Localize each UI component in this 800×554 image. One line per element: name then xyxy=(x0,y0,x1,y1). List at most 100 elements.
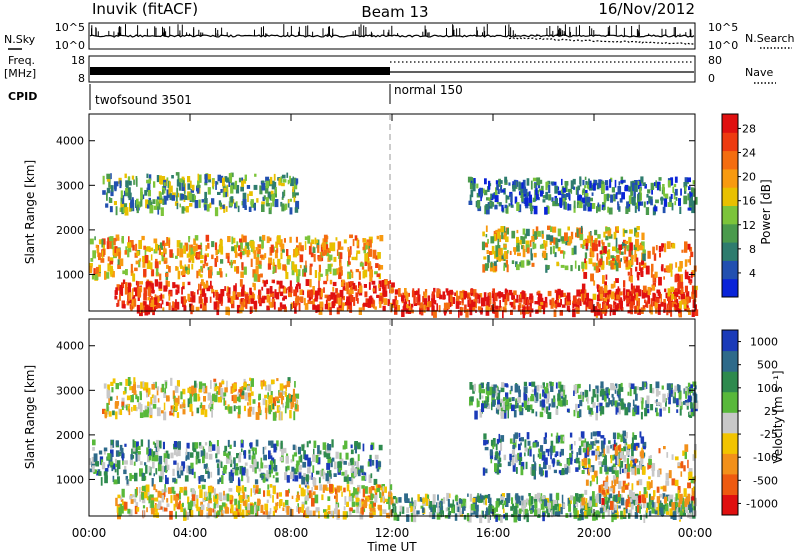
echo-cell xyxy=(328,510,331,515)
echo-cell xyxy=(323,280,328,285)
echo-cell xyxy=(264,381,267,387)
echo-cell xyxy=(529,448,532,457)
echo-cell xyxy=(215,453,218,459)
echo-cell xyxy=(483,439,487,446)
echo-cell xyxy=(690,196,693,203)
echo-cell xyxy=(640,397,644,404)
echo-cell xyxy=(369,454,372,462)
echo-cell xyxy=(687,177,691,183)
echo-cell xyxy=(267,191,271,199)
echo-cell xyxy=(145,382,149,390)
echo-cell xyxy=(215,386,219,390)
echo-cell xyxy=(110,453,113,463)
echo-cell xyxy=(236,241,239,248)
echo-cell xyxy=(275,472,279,476)
echo-cell xyxy=(193,384,197,393)
echo-cell xyxy=(190,180,192,189)
echo-cell xyxy=(422,295,424,303)
echo-cell xyxy=(94,236,96,241)
echo-cell xyxy=(495,248,498,258)
echo-cell xyxy=(263,295,267,300)
echo-cell xyxy=(285,466,288,472)
echo-cell xyxy=(481,188,485,194)
echo-cell xyxy=(520,437,524,442)
echo-cell xyxy=(376,485,380,493)
echo-cell xyxy=(495,451,498,459)
echo-cell xyxy=(111,387,114,393)
echo-cell xyxy=(686,404,689,410)
echo-cell xyxy=(315,290,319,300)
echo-cell xyxy=(283,204,286,211)
echo-cell xyxy=(107,237,109,242)
echo-cell xyxy=(632,432,635,438)
echo-cell xyxy=(500,187,502,191)
colorbar-swatch xyxy=(722,114,738,133)
echo-cell xyxy=(125,187,128,193)
echo-cell xyxy=(636,245,640,252)
echo-cell xyxy=(356,250,361,254)
echo-cell xyxy=(350,444,353,449)
echo-cell xyxy=(409,303,411,311)
echo-cell xyxy=(488,505,491,515)
echo-cell xyxy=(521,245,525,250)
echo-cell xyxy=(230,469,233,477)
echo-cell xyxy=(199,489,203,498)
echo-cell xyxy=(381,484,385,488)
echo-cell xyxy=(484,494,489,499)
echo-cell xyxy=(570,231,574,240)
echo-cell xyxy=(650,305,653,315)
echo-cell xyxy=(549,501,553,509)
echo-cell xyxy=(200,247,203,256)
echo-cell xyxy=(272,495,274,503)
echo-cell xyxy=(298,472,302,479)
echo-cell xyxy=(516,498,519,504)
echo-cell xyxy=(230,259,233,269)
echo-cell xyxy=(198,442,202,449)
echo-cell xyxy=(158,506,163,510)
echo-cell xyxy=(173,503,176,511)
echo-cell xyxy=(314,237,317,245)
echo-cell xyxy=(631,254,634,259)
echo-cell xyxy=(171,486,175,494)
echo-cell xyxy=(512,181,515,188)
echo-cell xyxy=(324,240,328,246)
echo-cell xyxy=(262,234,266,241)
echo-cell xyxy=(211,198,215,205)
echo-cell xyxy=(477,206,482,212)
echo-cell xyxy=(578,461,581,469)
echo-cell xyxy=(107,263,110,272)
echo-cell xyxy=(290,302,293,310)
echo-cell xyxy=(461,506,464,514)
echo-cell xyxy=(391,282,395,288)
echo-cell xyxy=(190,189,194,193)
echo-cell xyxy=(200,265,203,272)
echo-cell xyxy=(647,250,651,259)
echo-cell xyxy=(116,284,120,291)
echo-cell xyxy=(228,471,231,481)
echo-cell xyxy=(312,491,316,496)
echo-cell xyxy=(243,179,247,184)
echo-cell xyxy=(240,186,244,192)
echo-cell xyxy=(294,305,297,314)
echo-cell xyxy=(376,273,380,278)
echo-cell xyxy=(217,249,220,254)
echo-cell xyxy=(678,198,681,206)
echo-cell xyxy=(504,302,507,309)
echo-cell xyxy=(588,258,593,265)
echo-cell xyxy=(355,292,359,298)
echo-cell xyxy=(235,201,238,208)
echo-cell xyxy=(615,237,618,247)
echo-cell xyxy=(609,466,613,472)
echo-cell xyxy=(249,306,252,314)
echo-cell xyxy=(503,232,507,240)
echo-cell xyxy=(337,502,340,508)
echo-cell xyxy=(687,193,690,197)
echo-cell xyxy=(173,441,178,448)
echo-cell xyxy=(115,497,118,507)
echo-cell xyxy=(401,295,405,302)
echo-cell xyxy=(523,508,526,515)
echo-cell xyxy=(273,465,278,472)
echo-cell xyxy=(601,180,604,185)
echo-cell xyxy=(684,271,689,280)
echo-cell xyxy=(220,246,224,255)
